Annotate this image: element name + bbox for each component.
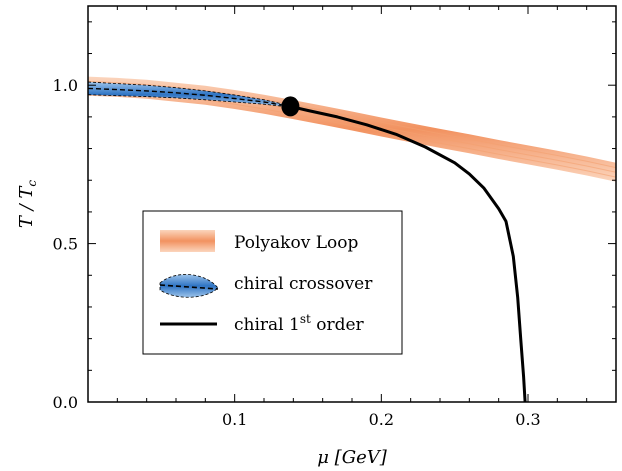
x-axis-title-text: μ [GeV] <box>317 447 387 468</box>
legend-swatch-crossover-line <box>159 284 219 290</box>
y-tick-label: 1.0 <box>53 76 78 95</box>
y-tick-label: 0.5 <box>53 235 78 254</box>
legend: Polyakov Loop chiral crossover chiral 1s… <box>142 210 403 355</box>
legend-swatch-polyakov <box>160 230 215 252</box>
chiral-first-order-line <box>290 104 527 402</box>
y-tick-labels: 0.0 0.5 1.0 <box>53 76 78 412</box>
y-tick-label: 0.0 <box>53 393 78 412</box>
y-axis-title-sub: c <box>25 180 39 187</box>
x-tick-label: 0.2 <box>369 410 394 429</box>
x-axis-title: μ [GeV] <box>317 447 387 468</box>
x-tick-label: 0.3 <box>515 410 540 429</box>
legend-label-polyakov: Polyakov Loop <box>234 233 358 253</box>
lines-layer <box>88 81 527 402</box>
polyakov-loop-band <box>88 76 616 182</box>
x-tick-labels: 0.1 0.2 0.3 <box>222 410 541 429</box>
legend-label-first-order: chiral 1st order <box>234 312 365 335</box>
legend-swatch-crossover <box>159 274 219 298</box>
legend-label-first-order-main: chiral 1 <box>234 315 300 335</box>
legend-label-first-order-sup: st <box>300 312 311 326</box>
polyakov-loop-stripe-2 <box>88 80 616 169</box>
y-axis-title-main: T / T <box>16 185 37 229</box>
x-tick-label: 0.1 <box>222 410 247 429</box>
legend-label-crossover: chiral crossover <box>234 274 373 294</box>
critical-point-marker <box>281 96 300 117</box>
chiral-crossover-center-line <box>88 87 291 108</box>
y-axis-title: T / Tc <box>16 180 39 229</box>
ticks-layer <box>87 6 617 403</box>
legend-label-first-order-tail: order <box>311 315 365 335</box>
